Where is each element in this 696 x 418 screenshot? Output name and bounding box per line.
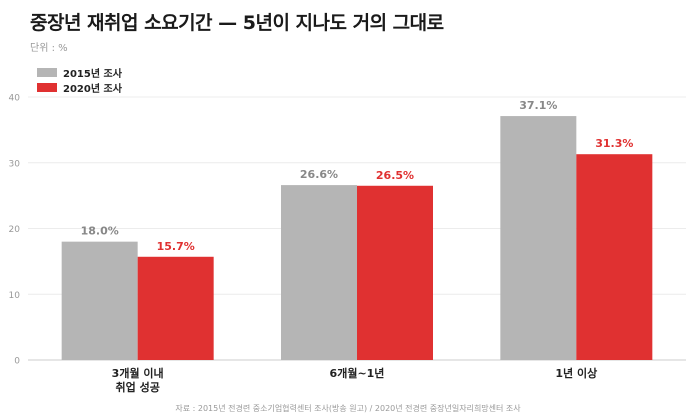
- legend: 2015년 조사 2020년 조사: [37, 65, 122, 95]
- legend-label-2020: 2020년 조사: [63, 84, 122, 95]
- y-tick-label: 0: [14, 357, 20, 367]
- data-label: 26.6%: [300, 168, 338, 181]
- y-tick-label: 40: [9, 94, 21, 104]
- chart-title: 중장년 재취업 소요기간 — 5년이 지나도 거의 그대로: [30, 12, 444, 34]
- legend-swatch-2020: [37, 83, 57, 92]
- bar-2015: [61, 241, 138, 360]
- bar-2020: [137, 256, 214, 360]
- x-category-label: 취업 성공: [116, 380, 160, 394]
- data-label: 18.0%: [81, 225, 119, 238]
- y-tick-label: 10: [9, 291, 21, 301]
- data-label: 15.7%: [157, 240, 195, 253]
- x-category-label: 6개월~1년: [330, 366, 385, 380]
- data-label: 26.5%: [376, 169, 414, 182]
- legend-label-2015: 2015년 조사: [63, 69, 122, 80]
- x-category-label: 1년 이상: [555, 366, 597, 380]
- bar-2015: [500, 116, 577, 360]
- data-label: 31.3%: [595, 137, 633, 150]
- bar-2020: [576, 154, 653, 360]
- x-category-label: 3개월 이내: [112, 366, 164, 380]
- unit-label: 단위 : %: [30, 43, 68, 54]
- source-note: 자료 : 2015년 전경련 중소기업협력센터 조사(방송 원고) / 2020…: [175, 404, 521, 413]
- legend-item-2015: 2015년 조사: [37, 65, 122, 80]
- y-tick-label: 20: [9, 225, 21, 235]
- legend-item-2020: 2020년 조사: [37, 80, 122, 95]
- bar-2015: [281, 185, 357, 360]
- y-tick-label: 30: [9, 159, 21, 169]
- bar-2020: [357, 185, 433, 360]
- data-label: 37.1%: [519, 99, 557, 112]
- legend-swatch-2015: [37, 68, 57, 77]
